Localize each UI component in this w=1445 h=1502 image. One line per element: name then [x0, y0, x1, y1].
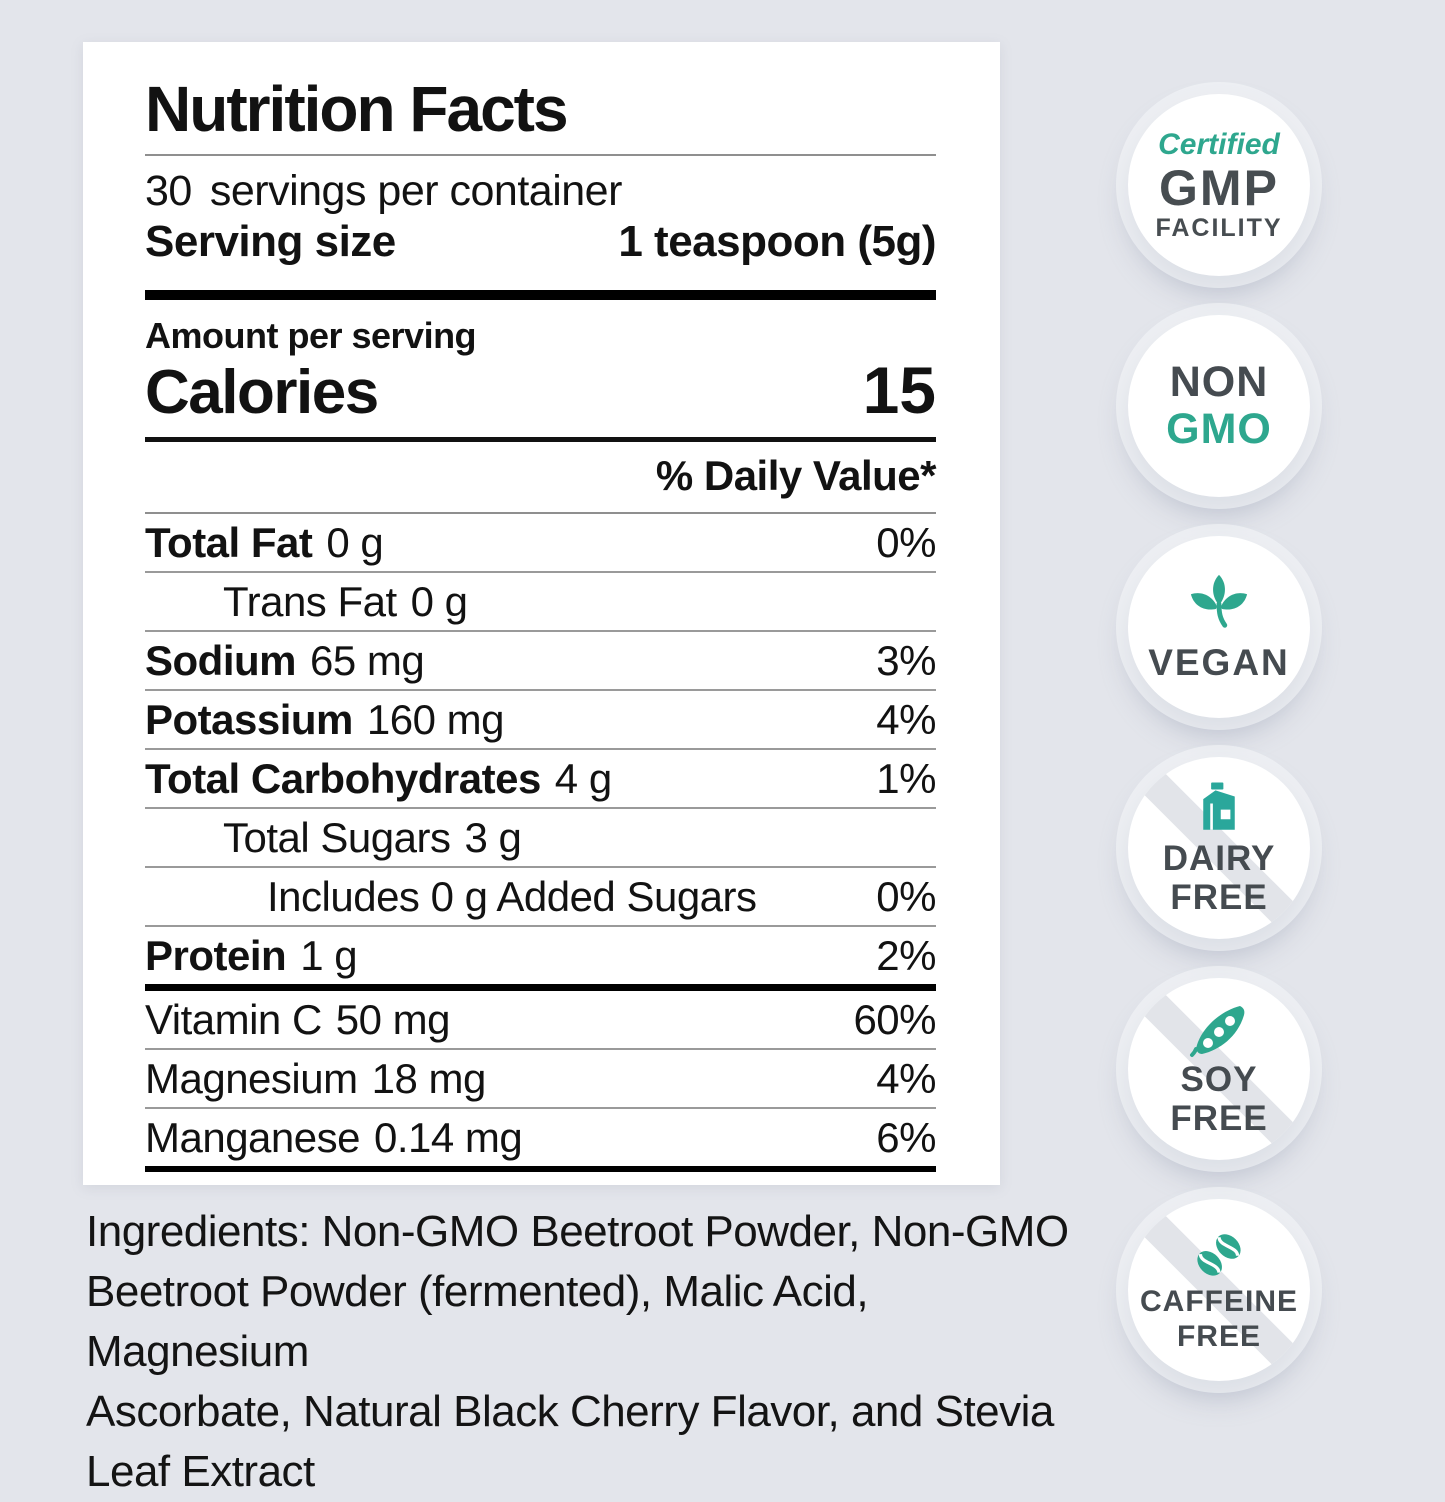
- nutrient-daily-value: 1%: [876, 754, 936, 802]
- nutrition-facts-title: Nutrition Facts: [145, 73, 569, 145]
- nutrient-row-total-carbohydrates: Total Carbohydrates 4 g 1%: [145, 750, 936, 809]
- nutrient-daily-value: 0%: [876, 872, 936, 920]
- nutrient-name: Potassium: [145, 695, 353, 743]
- ingredients-line: Ascorbate, Natural Black Cherry Flavor, …: [86, 1387, 1054, 1436]
- free-text: FREE: [1170, 1099, 1268, 1138]
- amount-per-serving-label: Amount per serving: [145, 315, 477, 356]
- gmp-facility-text: FACILITY: [1155, 214, 1283, 242]
- nutrient-name: Sodium: [145, 636, 297, 684]
- nutrient-amount: 0 g: [410, 577, 468, 625]
- dairy-text: DAIRY: [1162, 839, 1276, 878]
- nutrient-row-total-fat: Total Fat 0 g 0%: [145, 514, 936, 573]
- nutrient-daily-value: 0%: [876, 518, 936, 566]
- nutrient-name: Vitamin C: [145, 995, 322, 1043]
- vegan-label: VEGAN: [1148, 641, 1290, 683]
- divider: [145, 154, 936, 156]
- nutrient-amount: 0 g: [326, 518, 384, 566]
- servings-text: servings per container: [209, 167, 623, 215]
- serving-size-row: Serving size 1 teaspoon (5g): [145, 216, 936, 268]
- soybean-pod-icon: [1189, 1006, 1245, 1057]
- micronutrient-row-magnesium: Magnesium 18 mg 4%: [145, 1050, 936, 1109]
- nutrient-amount: 3 g: [464, 813, 522, 861]
- gmp-text: GMP: [1159, 160, 1279, 216]
- coffee-beans-icon: [1197, 1234, 1241, 1276]
- nutrient-row-total-sugars: Total Sugars 3 g: [145, 809, 936, 868]
- badge-vegan: VEGAN: [1128, 536, 1310, 718]
- nutrient-daily-value: 2%: [876, 931, 936, 979]
- nutrient-name: Magnesium: [145, 1054, 358, 1102]
- badge-certified-gmp: Certified GMP FACILITY: [1128, 94, 1310, 276]
- free-text: FREE: [1170, 878, 1268, 917]
- badge-caffeine-free: CAFFEINE FREE: [1128, 1199, 1310, 1381]
- caffeine-text: CAFFEINE: [1140, 1285, 1298, 1318]
- micronutrient-row-manganese: Manganese 0.14 mg 6%: [145, 1109, 936, 1166]
- nutrient-daily-value: 6%: [876, 1113, 936, 1161]
- thick-divider: [145, 984, 936, 991]
- serving-size-label: Serving size: [145, 217, 396, 266]
- nutrient-amount: 0.14 mg: [374, 1113, 523, 1161]
- calories-value: 15: [862, 353, 936, 427]
- non-text: NON: [1169, 358, 1269, 406]
- servings-per-container: 30 servings per container: [145, 166, 936, 216]
- nutrient-name: Manganese: [145, 1113, 361, 1161]
- badge-dairy-free: DAIRY FREE: [1128, 757, 1310, 939]
- milk-carton-icon: [1203, 782, 1235, 830]
- nutrient-amount: 1 g: [300, 931, 358, 979]
- gmp-certified-text: Certified: [1158, 128, 1280, 161]
- nutrient-row-potassium: Potassium 160 mg 4%: [145, 691, 936, 750]
- badge-soy-free: SOY FREE: [1128, 978, 1310, 1160]
- nutrient-name: Trans Fat: [223, 577, 397, 625]
- medium-divider: [145, 437, 936, 442]
- nutrient-row-protein: Protein 1 g 2%: [145, 927, 936, 984]
- nutrient-amount: 50 mg: [335, 995, 451, 1043]
- ingredients-line: Leaf Extract: [86, 1447, 315, 1496]
- nutrient-amount: 4 g: [554, 754, 612, 802]
- servings-count: 30: [145, 167, 192, 215]
- nutrient-amount: 18 mg: [371, 1054, 487, 1102]
- serving-size-value: 1 teaspoon (5g): [618, 217, 936, 266]
- ingredients-text: Ingredients: Non-GMO Beetroot Powder, No…: [86, 1202, 1071, 1502]
- ingredients-line: Ingredients: Non-GMO Beetroot Powder, No…: [86, 1207, 1069, 1256]
- micronutrient-row-vitamin-c: Vitamin C 50 mg 60%: [145, 991, 936, 1050]
- gmo-text: GMO: [1166, 405, 1272, 453]
- nutrient-daily-value: 3%: [876, 636, 936, 684]
- nutrient-daily-value: 4%: [876, 1054, 936, 1102]
- nutrient-name: Protein: [145, 931, 287, 979]
- nutrient-daily-value: 60%: [853, 995, 936, 1043]
- nutrient-name: Total Carbohydrates: [145, 754, 541, 802]
- nutrient-row-sodium: Sodium 65 mg 3%: [145, 632, 936, 691]
- nutrient-amount: 160 mg: [366, 695, 505, 743]
- ingredients-line: Beetroot Powder (fermented), Malic Acid,…: [86, 1267, 869, 1376]
- free-text: FREE: [1176, 1320, 1261, 1353]
- calories-label: Calories: [145, 358, 379, 427]
- nutrient-amount: 65 mg: [310, 636, 425, 684]
- thick-divider: [145, 1166, 936, 1172]
- daily-value-header: % Daily Value*: [145, 442, 937, 514]
- badge-non-gmo: NON GMO: [1128, 315, 1310, 497]
- nutrient-row-added-sugars: Includes 0 g Added Sugars 0%: [145, 868, 936, 927]
- soy-text: SOY: [1180, 1060, 1258, 1099]
- nutrient-name: Includes 0 g Added Sugars: [267, 872, 757, 920]
- thick-divider: [145, 290, 936, 300]
- nutrient-name: Total Fat: [145, 518, 313, 566]
- nutrient-name: Total Sugars: [223, 813, 451, 861]
- leaf-icon: [1190, 574, 1248, 628]
- nutrient-row-trans-fat: Trans Fat 0 g: [145, 573, 936, 632]
- calories-row: Calories 15: [145, 356, 936, 427]
- nutrient-daily-value: 4%: [876, 695, 936, 743]
- nutrition-facts-panel: Nutrition Facts 30 servings per container…: [83, 42, 1000, 1185]
- certification-badges: Certified GMP FACILITY NON GMO: [1128, 94, 1310, 1381]
